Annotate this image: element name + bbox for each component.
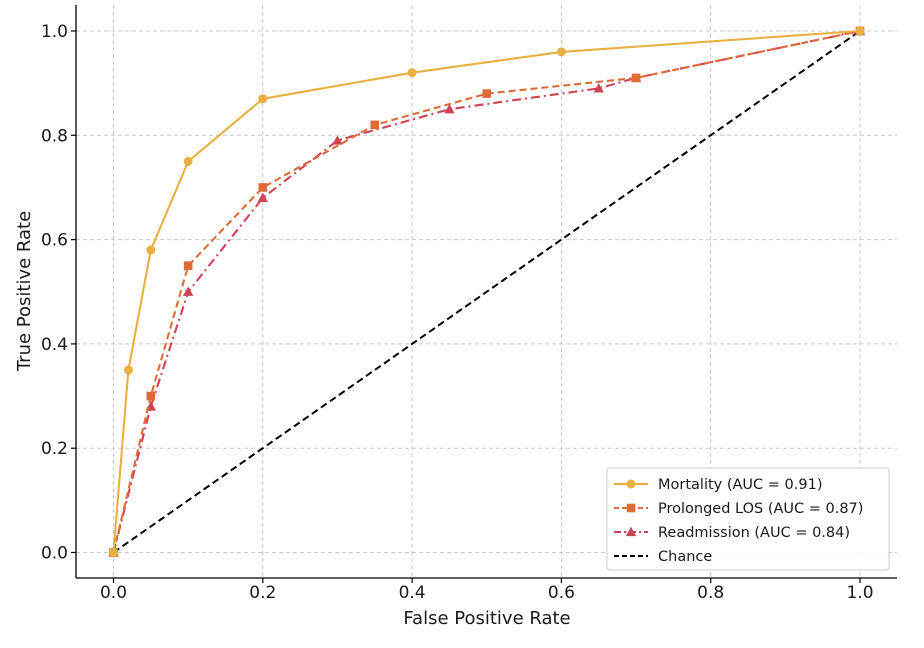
- mortality-point: [146, 245, 156, 255]
- legend-label: Readmission (AUC = 0.84): [658, 525, 850, 541]
- readmission-point: [257, 192, 268, 203]
- readmission-point: [332, 135, 343, 145]
- series-mortality: [109, 26, 865, 557]
- y-tick-label: 0.2: [41, 439, 68, 459]
- legend-marker: [625, 526, 637, 537]
- legend: Mortality (AUC = 0.91) Prolonged LOS (AUC…: [606, 467, 890, 571]
- prolonged-point: [146, 391, 156, 401]
- prolonged-point: [482, 89, 492, 98]
- mortality-point: [258, 94, 268, 104]
- axes: [75, 5, 897, 579]
- readmission-point: [444, 104, 455, 114]
- prolonged-point: [370, 120, 380, 130]
- ticks: 0.0 0.2 0.4 0.6 0.8 1.0 0.0 0.2 0.4 0.6 0.8 1.0: [41, 22, 874, 603]
- y-tick-label: 0.0: [41, 544, 68, 564]
- chance-line: [112, 30, 861, 554]
- legend-label: Prolonged LOS (AUC = 0.87): [658, 501, 863, 517]
- series-layer: [108, 25, 866, 557]
- prolonged-point: [183, 261, 193, 270]
- legend-marker: [626, 479, 636, 489]
- legend-label: Chance: [658, 549, 712, 565]
- legend-marker: [626, 503, 636, 513]
- x-tick-label: 0.0: [100, 583, 127, 603]
- x-axis-label: False Positive Rate: [403, 608, 570, 629]
- prolonged-point: [258, 183, 268, 192]
- mortality-point: [855, 26, 865, 36]
- legend-label: Mortality (AUC = 0.91): [658, 477, 822, 493]
- mortality-point: [183, 156, 193, 166]
- legend-entry-chance: Chance: [614, 549, 712, 565]
- mortality-point: [407, 68, 417, 78]
- prolonged-point: [631, 73, 641, 83]
- y-tick-label: 1.0: [41, 22, 68, 42]
- mortality-point: [123, 365, 133, 375]
- y-axis-label: True Positive Rate: [14, 211, 35, 372]
- y-tick-label: 0.4: [41, 335, 68, 355]
- legend-entry-mortality: Mortality (AUC = 0.91): [614, 477, 822, 493]
- mortality-point: [556, 47, 566, 57]
- mortality-line: [112, 29, 861, 553]
- x-tick-label: 1.0: [846, 583, 873, 603]
- mortality-point: [109, 548, 118, 557]
- prolonged-line: [112, 29, 861, 553]
- legend-entry-prolonged: Prolonged LOS (AUC = 0.87): [614, 501, 863, 517]
- y-tick-label: 0.8: [41, 126, 68, 146]
- legend-entry-readmission: Readmission (AUC = 0.84): [614, 525, 850, 541]
- x-tick-label: 0.2: [249, 583, 276, 603]
- readmission-line: [112, 29, 861, 553]
- readmission-point: [593, 83, 604, 93]
- y-tick-label: 0.6: [41, 231, 68, 251]
- x-tick-label: 0.8: [697, 583, 724, 603]
- readmission-point: [182, 286, 194, 296]
- x-tick-label: 0.4: [399, 583, 426, 603]
- legend-box: [606, 467, 890, 571]
- series-chance: [112, 30, 861, 554]
- legend-entries: Mortality (AUC = 0.91) Prolonged LOS (AUC…: [614, 477, 863, 565]
- x-tick-label: 0.6: [548, 583, 575, 603]
